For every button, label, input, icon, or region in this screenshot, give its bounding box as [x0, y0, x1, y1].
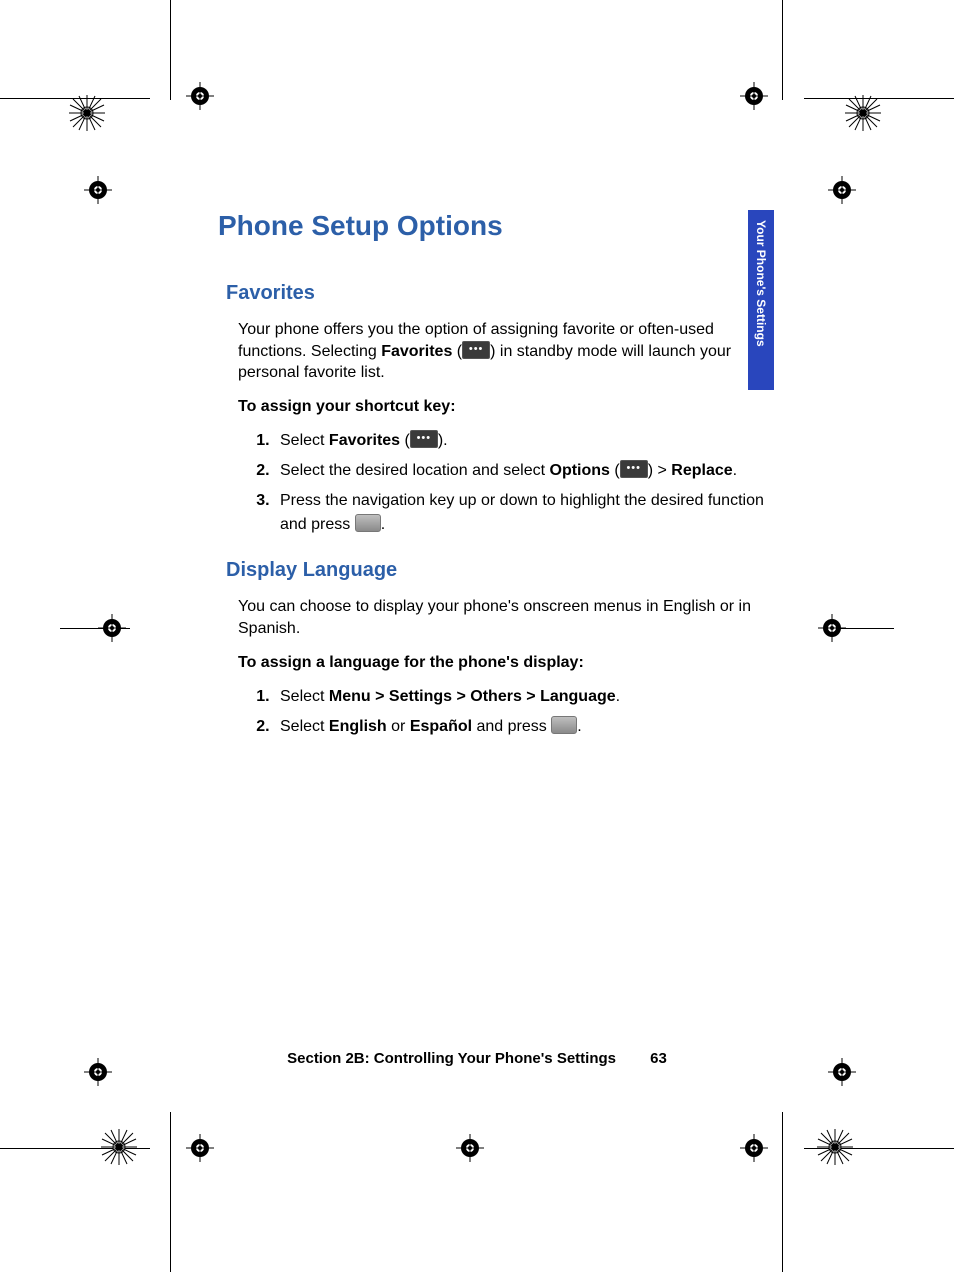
step-3: Press the navigation key up or down to h…: [274, 489, 778, 537]
step-1: Select Menu > Settings > Others > Langua…: [274, 685, 778, 709]
ok-key-icon: [551, 716, 577, 734]
page-number: 63: [650, 1050, 667, 1067]
options-icon: •••: [620, 460, 648, 478]
step-2: Select English or Español and press .: [274, 715, 778, 739]
display-instruction: To assign a language for the phone's dis…: [238, 652, 778, 674]
reg-mark-icon: [818, 614, 846, 642]
favorites-intro: Your phone offers you the option of assi…: [238, 319, 778, 384]
reg-mark-icon: [456, 1134, 484, 1162]
reg-mark-icon: [98, 614, 126, 642]
favorites-icon: •••: [410, 430, 438, 448]
starburst-icon: [100, 1128, 138, 1166]
ok-key-icon: [355, 514, 381, 532]
reg-mark-icon: [84, 176, 112, 204]
starburst-icon: [844, 94, 882, 132]
reg-mark-icon: [186, 1134, 214, 1162]
reg-mark-icon: [828, 176, 856, 204]
reg-mark-icon: [740, 82, 768, 110]
heading-display-language: Display Language: [226, 559, 778, 582]
favorites-instruction: To assign your shortcut key:: [238, 396, 778, 418]
heading-favorites: Favorites: [226, 282, 778, 305]
step-2: Select the desired location and select O…: [274, 459, 778, 483]
step-1: Select Favorites (•••).: [274, 429, 778, 453]
footer-section: Section 2B: Controlling Your Phone's Set…: [287, 1050, 616, 1067]
favorites-icon: •••: [462, 341, 490, 359]
display-intro: You can choose to display your phone's o…: [238, 596, 778, 639]
starburst-icon: [68, 94, 106, 132]
starburst-icon: [816, 1128, 854, 1166]
page-footer: Section 2B: Controlling Your Phone's Set…: [0, 1050, 954, 1067]
reg-mark-icon: [740, 1134, 768, 1162]
favorites-steps: Select Favorites (•••). Select the desir…: [246, 429, 778, 537]
display-steps: Select Menu > Settings > Others > Langua…: [246, 685, 778, 739]
page-title: Phone Setup Options: [218, 210, 778, 242]
reg-mark-icon: [186, 82, 214, 110]
